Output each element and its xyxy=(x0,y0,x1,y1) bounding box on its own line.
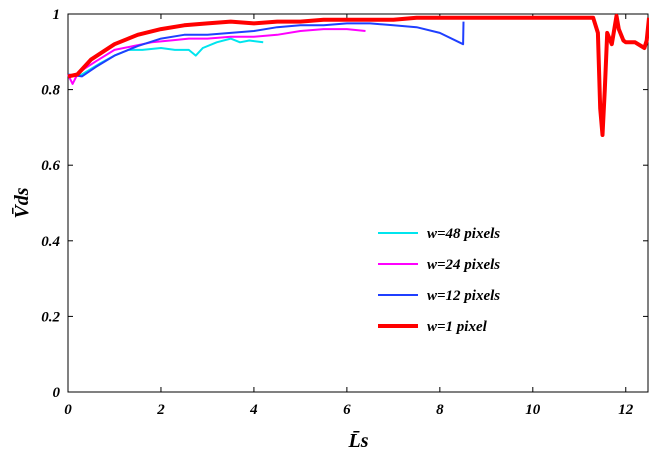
x-tick-label: 8 xyxy=(436,402,444,418)
plot-area xyxy=(67,13,649,393)
y-axis: 0 0.2 0.4 0.6 0.8 1 xyxy=(41,7,648,401)
legend-label: w=12 pixels xyxy=(427,288,500,304)
y-axis-title: V̄ds xyxy=(11,187,33,218)
x-tick-label: 0 xyxy=(64,402,72,418)
x-tick-label: 12 xyxy=(618,402,634,418)
x-tick-label: 6 xyxy=(343,402,351,418)
x-tick-label: 10 xyxy=(525,402,541,418)
legend-label: w=1 pixel xyxy=(427,319,488,335)
y-tick-label: 0.6 xyxy=(41,158,60,174)
x-tick-label: 2 xyxy=(156,402,165,418)
legend: w=48 pixels w=24 pixels w=12 pixels w=1 pix… xyxy=(378,226,500,335)
series-lines xyxy=(67,13,649,137)
y-tick-label: 0 xyxy=(53,385,61,401)
plot-frame xyxy=(67,13,649,393)
x-axis-title: L̄s xyxy=(348,430,369,452)
legend-label: w=48 pixels xyxy=(427,226,500,242)
y-tick-label: 1 xyxy=(53,7,61,23)
x-tick-label: 4 xyxy=(249,402,258,418)
series-line-3 xyxy=(67,21,465,78)
y-tick-label: 0.8 xyxy=(41,83,60,99)
legend-label: w=24 pixels xyxy=(427,257,500,273)
series-line-4 xyxy=(67,13,649,137)
y-tick-label: 0.4 xyxy=(41,234,60,250)
y-tick-label: 0.2 xyxy=(41,309,60,325)
x-axis: 0 2 4 6 8 10 12 xyxy=(64,14,634,418)
